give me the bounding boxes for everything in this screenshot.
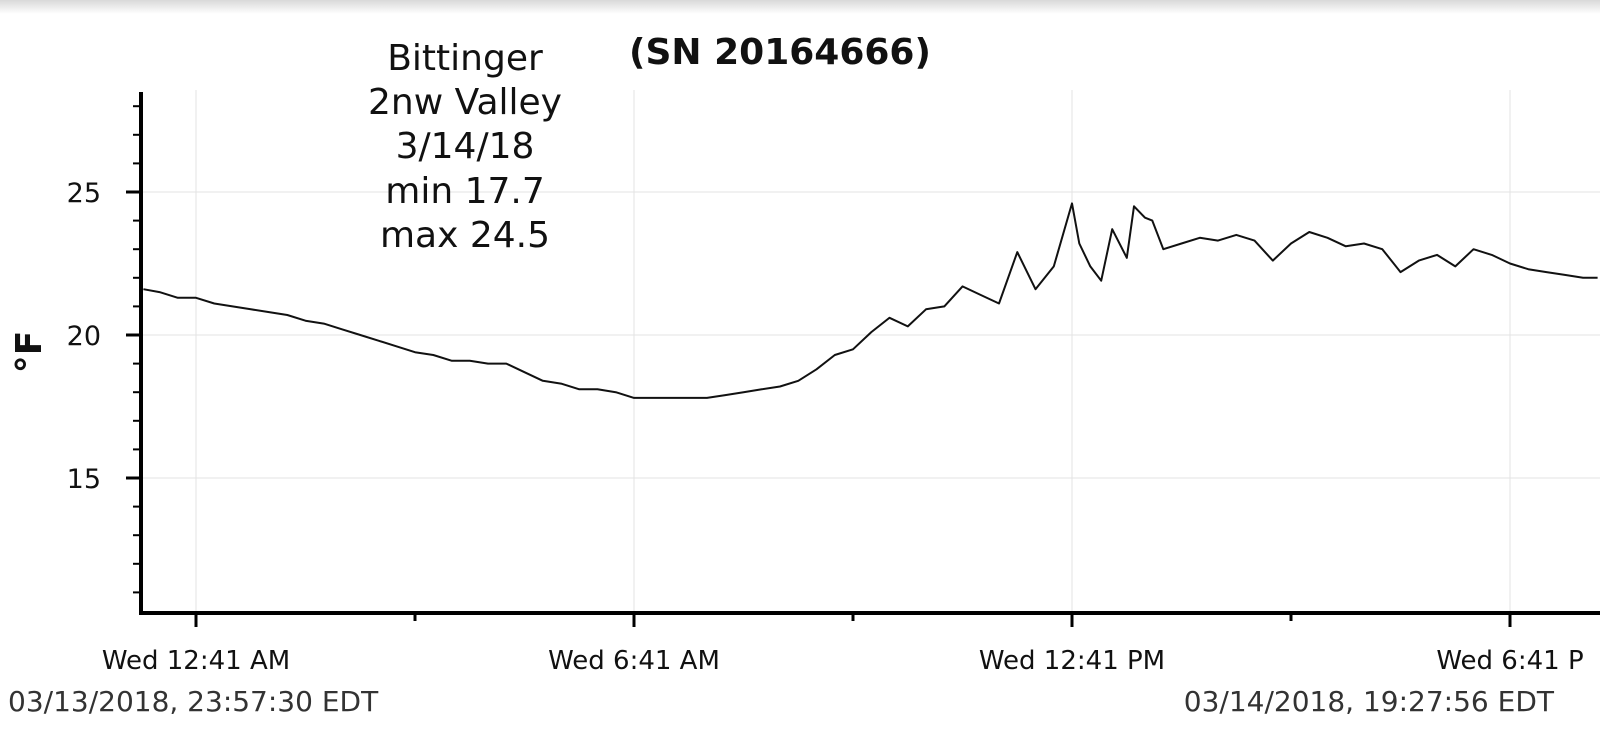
annotation-line-1: Bittinger (387, 38, 543, 79)
chart-title: (SN 20164666) (629, 32, 931, 73)
window-top-shadow (0, 0, 1600, 14)
x-tick-label: Wed 12:41 PM (979, 646, 1165, 676)
y-tick-label: 15 (67, 464, 101, 495)
annotation-line-3: 3/14/18 (396, 126, 535, 167)
range-end-timestamp: 03/14/2018, 19:27:56 EDT (1184, 685, 1555, 718)
series-layer (143, 202, 1598, 399)
y-tick-label: 20 (67, 321, 101, 352)
x-tick-label: Wed 12:41 AM (102, 646, 290, 676)
y-axis-label: °F (9, 331, 50, 374)
x-tick-label: Wed 6:41 AM (548, 646, 720, 676)
axes (139, 92, 1600, 615)
x-tick-label: Wed 6:41 P (1436, 646, 1583, 676)
range-start-timestamp: 03/13/2018, 23:57:30 EDT (8, 685, 379, 718)
axis-ticks (126, 105, 1512, 627)
annotation-line-5: max 24.5 (380, 215, 550, 256)
y-tick-label: 25 (67, 178, 101, 209)
annotation-line-2: 2nw Valley (368, 82, 562, 123)
grid-lines (141, 90, 1600, 613)
annotation-line-4: min 17.7 (385, 171, 545, 212)
temperature-series-line (143, 202, 1598, 399)
